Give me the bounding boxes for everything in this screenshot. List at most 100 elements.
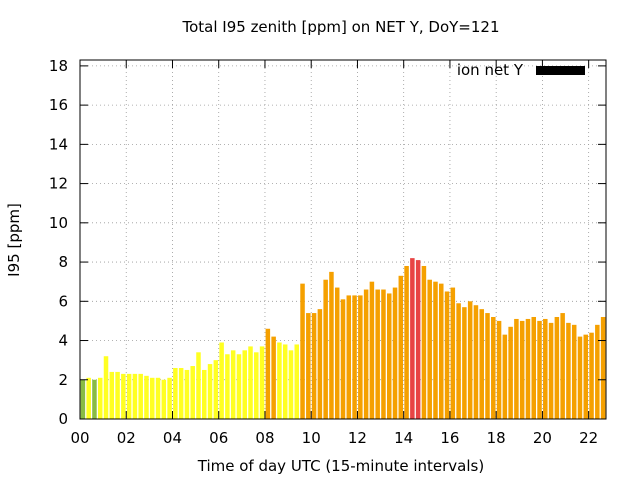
bar — [491, 316, 496, 419]
bar — [346, 295, 352, 419]
x-tick-label: 08 — [255, 429, 274, 447]
bar — [415, 260, 421, 419]
bar — [334, 287, 340, 419]
bar — [600, 316, 606, 419]
bar — [317, 309, 323, 419]
bar — [508, 326, 513, 419]
bar — [213, 360, 219, 419]
bar — [155, 377, 161, 419]
bar — [288, 350, 294, 419]
y-tick-label: 0 — [58, 410, 68, 428]
bar — [566, 322, 571, 419]
bar — [86, 377, 91, 419]
bar — [167, 377, 172, 419]
x-tick-label: 00 — [70, 429, 89, 447]
bar — [323, 279, 328, 419]
bar — [363, 289, 369, 419]
bar — [456, 303, 461, 419]
bar — [242, 350, 247, 419]
bar — [265, 328, 271, 419]
bar — [352, 295, 357, 419]
legend-label: ion net Y — [457, 61, 524, 79]
bar — [121, 373, 126, 419]
bar — [271, 336, 276, 419]
bar — [519, 320, 525, 419]
bar — [462, 307, 467, 419]
bar — [207, 364, 213, 419]
bar — [144, 375, 149, 419]
bar — [433, 281, 438, 419]
bar — [450, 287, 456, 419]
bar — [132, 373, 138, 419]
bar — [230, 350, 236, 419]
bar — [577, 336, 583, 419]
y-tick-label: 12 — [49, 175, 68, 193]
bar — [537, 320, 542, 419]
bar — [404, 265, 409, 419]
bar — [583, 334, 589, 419]
bar — [531, 316, 537, 419]
plot-frame — [79, 59, 607, 420]
bar — [311, 313, 317, 419]
bar — [196, 352, 201, 419]
bar — [300, 283, 305, 419]
bar — [571, 324, 577, 419]
bar — [444, 291, 450, 419]
bar — [282, 344, 288, 419]
bar — [340, 299, 346, 419]
bar — [80, 379, 86, 419]
y-axis-label: I95 [ppm] — [5, 203, 23, 277]
chart-title: Total I95 zenith [ppm] on NET Y, DoY=121 — [181, 18, 499, 36]
bar — [381, 289, 386, 419]
x-tick-label: 18 — [487, 429, 506, 447]
bar — [115, 371, 120, 419]
bar — [103, 356, 109, 419]
bar — [225, 354, 230, 419]
x-tick-label: 20 — [533, 429, 552, 447]
bar — [502, 334, 508, 419]
bar — [485, 313, 490, 419]
x-tick-label: 12 — [348, 429, 367, 447]
bar — [254, 352, 259, 419]
bar — [496, 320, 502, 419]
bar — [439, 283, 444, 419]
bar — [560, 313, 565, 419]
bar — [386, 293, 392, 419]
bar — [514, 318, 519, 419]
y-tick-label: 8 — [58, 253, 68, 271]
x-tick-label: 22 — [579, 429, 598, 447]
bar — [375, 289, 380, 419]
y-tick-label: 14 — [49, 135, 68, 153]
y-tick-label: 2 — [58, 371, 68, 389]
bar — [202, 369, 207, 419]
x-tick-label: 06 — [209, 429, 228, 447]
bar — [184, 369, 190, 419]
bar — [109, 371, 115, 419]
x-axis-label: Time of day UTC (15-minute intervals) — [197, 457, 484, 475]
bar — [97, 377, 103, 419]
bar — [173, 367, 178, 419]
bar — [554, 316, 560, 419]
y-tick-label: 4 — [58, 332, 68, 350]
bar — [306, 313, 311, 419]
x-tick-label: 10 — [302, 429, 321, 447]
bar — [248, 346, 253, 419]
bar — [525, 318, 531, 419]
bar — [398, 275, 404, 419]
bar — [190, 366, 195, 419]
legend: ion net Y — [457, 61, 585, 79]
y-tick-label: 18 — [49, 57, 68, 75]
bar — [369, 281, 375, 419]
bar — [543, 318, 548, 419]
bar — [178, 367, 184, 419]
bar — [138, 373, 143, 419]
x-tick-label: 04 — [163, 429, 182, 447]
x-tick-label: 14 — [394, 429, 413, 447]
bars — [80, 258, 606, 419]
bar — [548, 322, 554, 419]
bar — [149, 377, 155, 419]
x-tick-label: 16 — [440, 429, 459, 447]
bar — [126, 373, 132, 419]
bar — [427, 279, 432, 419]
bar — [236, 354, 242, 419]
